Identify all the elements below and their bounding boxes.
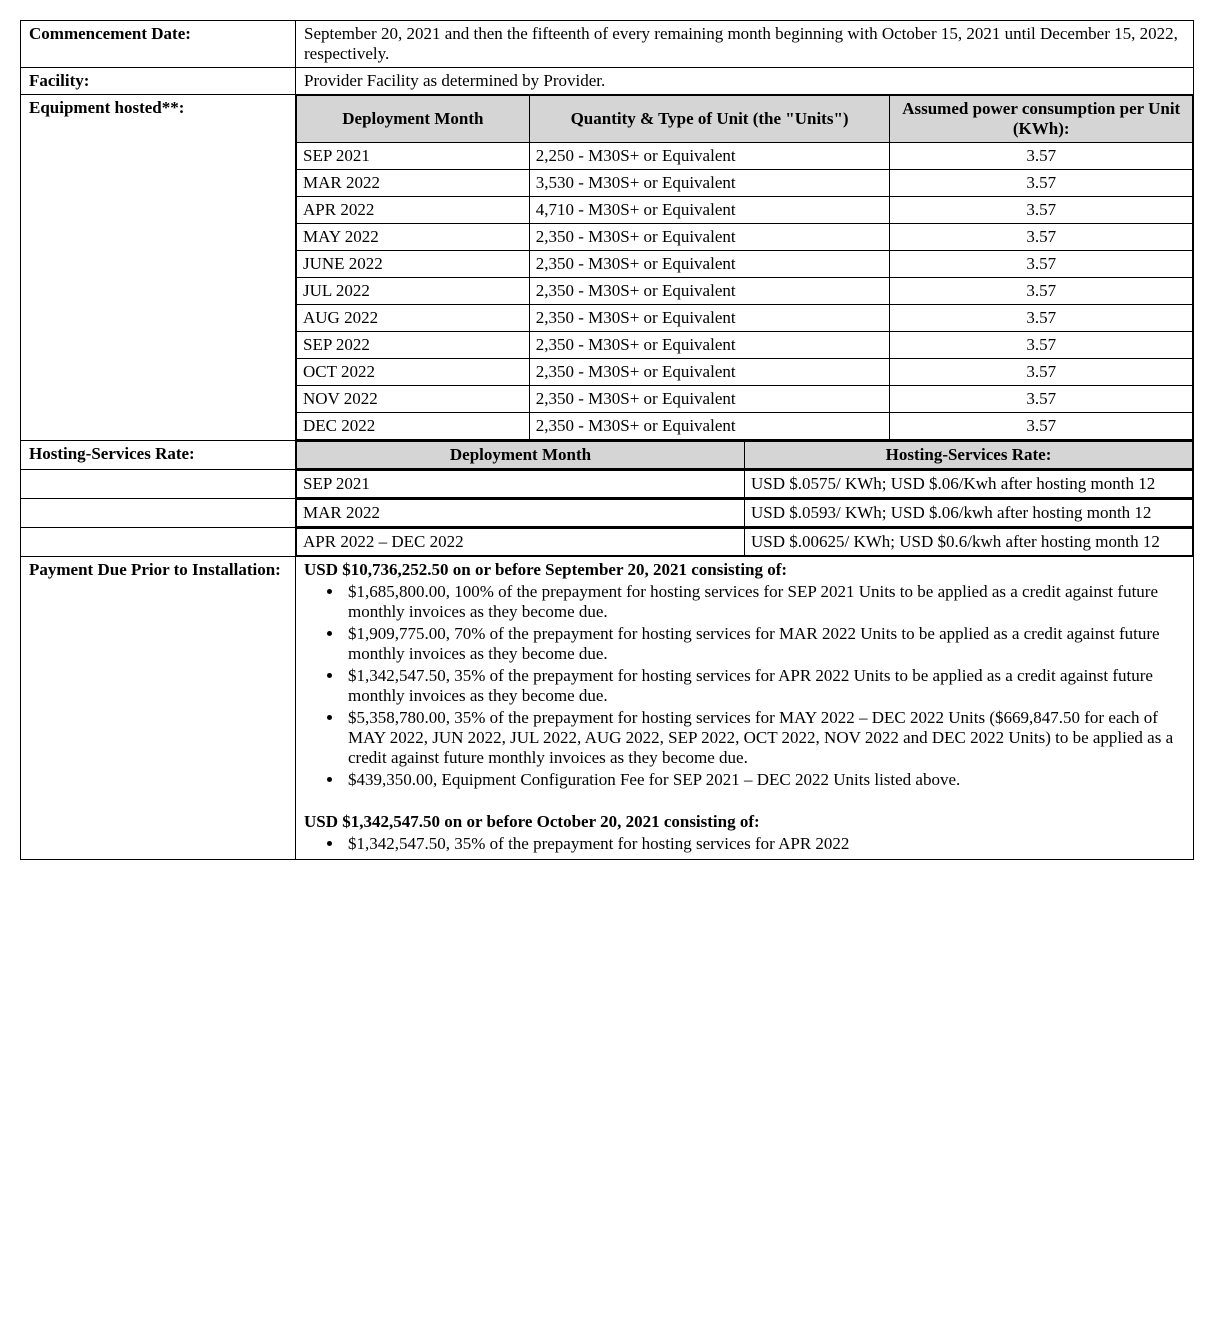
equipment-qty: 2,350 - M30S+ or Equivalent bbox=[529, 359, 890, 386]
payment-heading-1: USD $10,736,252.50 on or before Septembe… bbox=[304, 560, 1185, 580]
payment-bullet: $439,350.00, Equipment Configuration Fee… bbox=[344, 770, 1185, 790]
equipment-header-row: Deployment Month Quantity & Type of Unit… bbox=[297, 96, 1193, 143]
payment-bullet: $1,685,800.00, 100% of the prepayment fo… bbox=[344, 582, 1185, 622]
equipment-month: NOV 2022 bbox=[297, 386, 530, 413]
equipment-qty: 2,350 - M30S+ or Equivalent bbox=[529, 386, 890, 413]
equipment-qty: 3,530 - M30S+ or Equivalent bbox=[529, 170, 890, 197]
equipment-power: 3.57 bbox=[890, 170, 1193, 197]
equipment-header-month: Deployment Month bbox=[297, 96, 530, 143]
hosting-rate-month: SEP 2021 bbox=[297, 471, 745, 498]
payment-label: Payment Due Prior to Installation: bbox=[21, 557, 296, 860]
equipment-row: DEC 20222,350 - M30S+ or Equivalent3.57 bbox=[297, 413, 1193, 440]
equipment-table: Deployment Month Quantity & Type of Unit… bbox=[296, 95, 1193, 440]
equipment-qty: 2,350 - M30S+ or Equivalent bbox=[529, 332, 890, 359]
payment-bullets-2: $1,342,547.50, 35% of the prepayment for… bbox=[344, 834, 1185, 854]
row-hosting-rate-header: Hosting-Services Rate: Deployment Month … bbox=[21, 441, 1194, 470]
row-payment: Payment Due Prior to Installation: USD $… bbox=[21, 557, 1194, 860]
equipment-qty: 2,350 - M30S+ or Equivalent bbox=[529, 224, 890, 251]
equipment-qty: 2,350 - M30S+ or Equivalent bbox=[529, 305, 890, 332]
equipment-row: JUL 20222,350 - M30S+ or Equivalent3.57 bbox=[297, 278, 1193, 305]
equipment-row: JUNE 20222,350 - M30S+ or Equivalent3.57 bbox=[297, 251, 1193, 278]
equipment-month: AUG 2022 bbox=[297, 305, 530, 332]
equipment-header-power: Assumed power consumption per Unit (KWh)… bbox=[890, 96, 1193, 143]
equipment-power: 3.57 bbox=[890, 251, 1193, 278]
equipment-qty: 2,350 - M30S+ or Equivalent bbox=[529, 251, 890, 278]
equipment-month: OCT 2022 bbox=[297, 359, 530, 386]
payment-content: USD $10,736,252.50 on or before Septembe… bbox=[296, 557, 1194, 860]
equipment-power: 3.57 bbox=[890, 332, 1193, 359]
equipment-month: DEC 2022 bbox=[297, 413, 530, 440]
hosting-rate-header-rate: Hosting-Services Rate: bbox=[745, 442, 1193, 469]
equipment-month: JUNE 2022 bbox=[297, 251, 530, 278]
payment-bullet: $1,342,547.50, 35% of the prepayment for… bbox=[344, 666, 1185, 706]
equipment-row: MAR 20223,530 - M30S+ or Equivalent3.57 bbox=[297, 170, 1193, 197]
payment-heading-2: USD $1,342,547.50 on or before October 2… bbox=[304, 812, 1185, 832]
equipment-label: Equipment hosted**: bbox=[21, 95, 296, 441]
hosting-rate-row: MAR 2022 USD $.0593/ KWh; USD $.06/kwh a… bbox=[21, 499, 1194, 528]
equipment-qty: 2,350 - M30S+ or Equivalent bbox=[529, 413, 890, 440]
equipment-month: MAY 2022 bbox=[297, 224, 530, 251]
facility-label: Facility: bbox=[21, 68, 296, 95]
hosting-rate-month: APR 2022 – DEC 2022 bbox=[297, 529, 745, 556]
equipment-qty: 4,710 - M30S+ or Equivalent bbox=[529, 197, 890, 224]
commencement-value: September 20, 2021 and then the fifteent… bbox=[296, 21, 1194, 68]
equipment-power: 3.57 bbox=[890, 386, 1193, 413]
equipment-power: 3.57 bbox=[890, 224, 1193, 251]
equipment-power: 3.57 bbox=[890, 197, 1193, 224]
hosting-rate-headers: Deployment Month Hosting-Services Rate: bbox=[296, 441, 1194, 470]
row-equipment: Equipment hosted**: Deployment Month Qua… bbox=[21, 95, 1194, 441]
equipment-row: SEP 20212,250 - M30S+ or Equivalent3.57 bbox=[297, 143, 1193, 170]
equipment-month: MAR 2022 bbox=[297, 170, 530, 197]
equipment-row: APR 20224,710 - M30S+ or Equivalent3.57 bbox=[297, 197, 1193, 224]
equipment-power: 3.57 bbox=[890, 278, 1193, 305]
payment-bullets-1: $1,685,800.00, 100% of the prepayment fo… bbox=[344, 582, 1185, 790]
equipment-row: SEP 20222,350 - M30S+ or Equivalent3.57 bbox=[297, 332, 1193, 359]
equipment-month: SEP 2021 bbox=[297, 143, 530, 170]
equipment-power: 3.57 bbox=[890, 413, 1193, 440]
equipment-month: SEP 2022 bbox=[297, 332, 530, 359]
equipment-month: APR 2022 bbox=[297, 197, 530, 224]
facility-value: Provider Facility as determined by Provi… bbox=[296, 68, 1194, 95]
equipment-qty: 2,350 - M30S+ or Equivalent bbox=[529, 278, 890, 305]
equipment-power: 3.57 bbox=[890, 305, 1193, 332]
equipment-row: AUG 20222,350 - M30S+ or Equivalent3.57 bbox=[297, 305, 1193, 332]
equipment-header-qty: Quantity & Type of Unit (the "Units") bbox=[529, 96, 890, 143]
contract-table: Commencement Date: September 20, 2021 an… bbox=[20, 20, 1194, 860]
hosting-rate-row: APR 2022 – DEC 2022 USD $.00625/ KWh; US… bbox=[21, 528, 1194, 557]
equipment-month: JUL 2022 bbox=[297, 278, 530, 305]
equipment-power: 3.57 bbox=[890, 359, 1193, 386]
row-commencement: Commencement Date: September 20, 2021 an… bbox=[21, 21, 1194, 68]
payment-bullet: $1,909,775.00, 70% of the prepayment for… bbox=[344, 624, 1185, 664]
equipment-power: 3.57 bbox=[890, 143, 1193, 170]
hosting-rate-month: MAR 2022 bbox=[297, 500, 745, 527]
commencement-label: Commencement Date: bbox=[21, 21, 296, 68]
payment-bullet: $5,358,780.00, 35% of the prepayment for… bbox=[344, 708, 1185, 768]
equipment-row: OCT 20222,350 - M30S+ or Equivalent3.57 bbox=[297, 359, 1193, 386]
row-facility: Facility: Provider Facility as determine… bbox=[21, 68, 1194, 95]
equipment-row: MAY 20222,350 - M30S+ or Equivalent3.57 bbox=[297, 224, 1193, 251]
equipment-qty: 2,250 - M30S+ or Equivalent bbox=[529, 143, 890, 170]
hosting-rate-header-table: Deployment Month Hosting-Services Rate: bbox=[296, 441, 1193, 469]
equipment-row: NOV 20222,350 - M30S+ or Equivalent3.57 bbox=[297, 386, 1193, 413]
hosting-rate-label: Hosting-Services Rate: bbox=[21, 441, 296, 470]
hosting-rate-value: USD $.00625/ KWh; USD $0.6/kwh after hos… bbox=[745, 529, 1193, 556]
hosting-rate-row: SEP 2021 USD $.0575/ KWh; USD $.06/Kwh a… bbox=[21, 470, 1194, 499]
payment-bullet: $1,342,547.50, 35% of the prepayment for… bbox=[344, 834, 1185, 854]
hosting-rate-header-month: Deployment Month bbox=[297, 442, 745, 469]
hosting-rate-value: USD $.0575/ KWh; USD $.06/Kwh after host… bbox=[745, 471, 1193, 498]
hosting-rate-value: USD $.0593/ KWh; USD $.06/kwh after host… bbox=[745, 500, 1193, 527]
equipment-content: Deployment Month Quantity & Type of Unit… bbox=[296, 95, 1194, 441]
